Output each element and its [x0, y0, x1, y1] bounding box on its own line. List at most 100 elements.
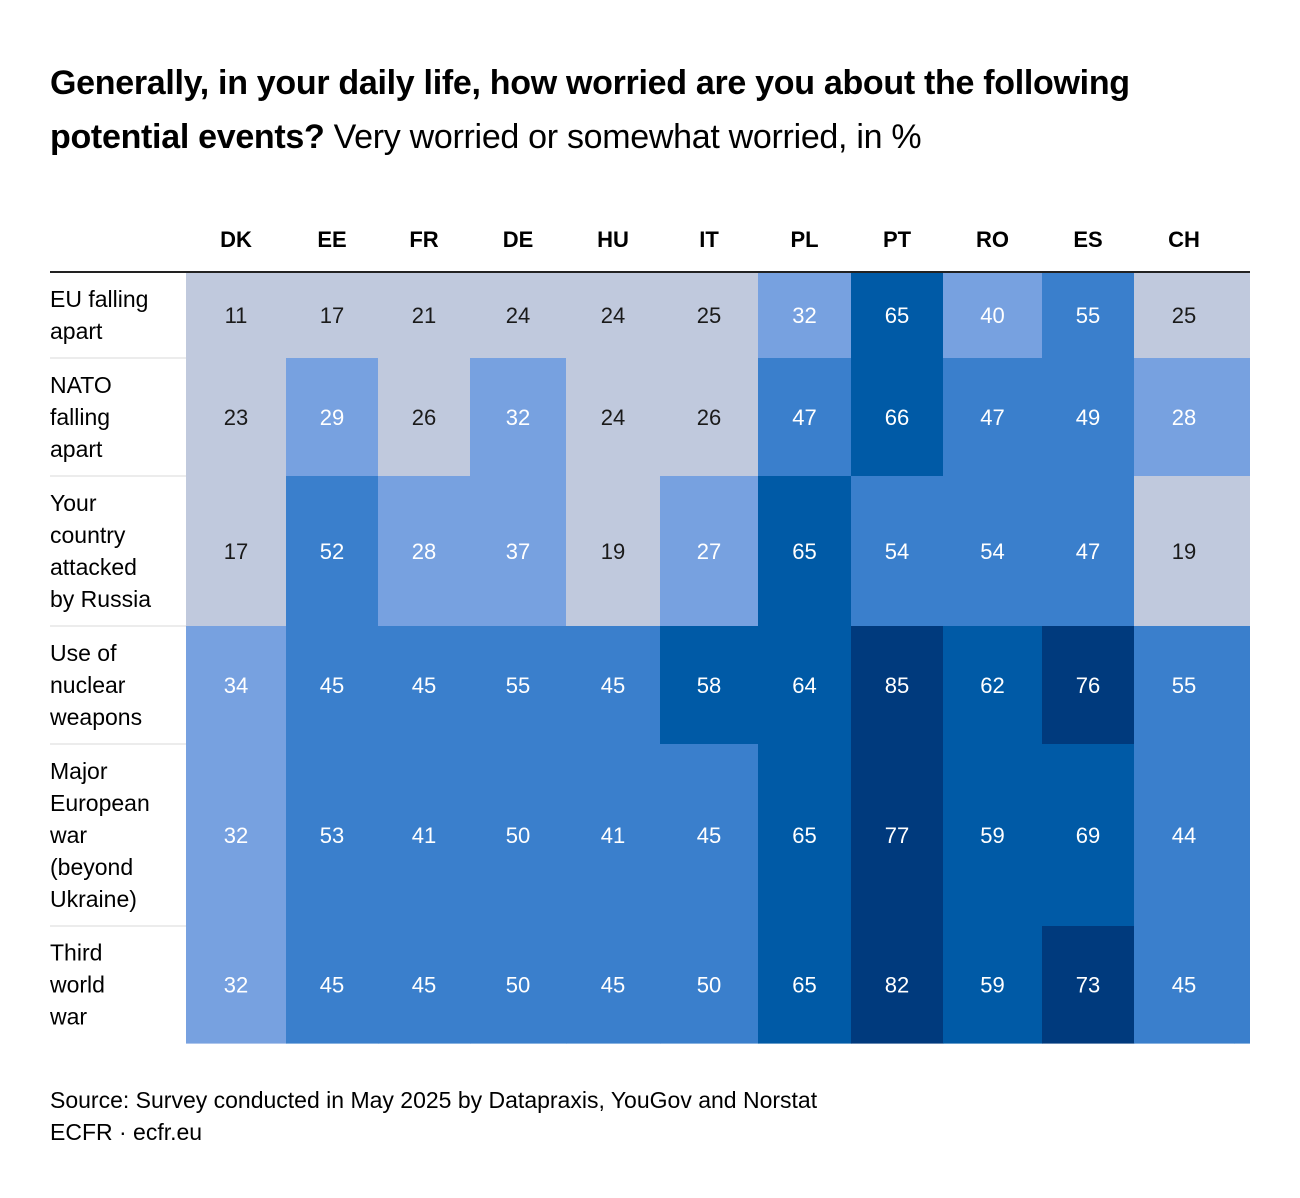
- heatmap-cell: [660, 626, 759, 745]
- row-edge-strip: [1234, 926, 1250, 1044]
- cell-value-label: 17: [320, 303, 344, 328]
- cell-value-label: 55: [1076, 303, 1100, 328]
- cell-value-label: 45: [697, 823, 721, 848]
- heatmap-cell: [851, 272, 944, 359]
- heatmap-cell: [286, 744, 379, 927]
- cell-value-label: 28: [1172, 405, 1196, 430]
- heatmap-cell: [186, 626, 287, 745]
- cell-value-label: 45: [320, 973, 344, 998]
- cell-value-label: 55: [1172, 673, 1196, 698]
- column-header-ro: RO: [976, 227, 1009, 252]
- column-header-fr: FR: [409, 227, 438, 252]
- cell-value-label: 45: [601, 673, 625, 698]
- column-header-de: DE: [503, 227, 534, 252]
- heatmap-cell: [186, 926, 287, 1044]
- heatmap-cell: [186, 272, 287, 359]
- heatmap-cell: [1042, 626, 1135, 745]
- heatmap-cell: [660, 272, 759, 359]
- heatmap-cell: [660, 744, 759, 927]
- cell-value-label: 40: [980, 303, 1004, 328]
- cell-value-label: 64: [792, 673, 816, 698]
- heatmap-cell: [286, 476, 379, 627]
- row-edge-strip: [1234, 358, 1250, 477]
- heatmap-cell: [943, 476, 1043, 627]
- cell-value-label: 26: [412, 405, 436, 430]
- heatmap-cell: [943, 272, 1043, 359]
- cell-value-label: 65: [792, 823, 816, 848]
- heatmap-cell: [286, 626, 379, 745]
- heatmap-cell: [378, 476, 471, 627]
- heatmap-cell: [378, 744, 471, 927]
- cell-value-label: 17: [224, 539, 248, 564]
- cell-value-label: 19: [601, 539, 625, 564]
- heatmap-cell: [1134, 744, 1235, 927]
- heatmap-cell: [186, 358, 287, 477]
- column-header-pt: PT: [883, 227, 912, 252]
- cell-value-label: 73: [1076, 973, 1100, 998]
- column-header-es: ES: [1073, 227, 1102, 252]
- source-note: Source: Survey conducted in May 2025 by …: [50, 1087, 818, 1113]
- column-header-ee: EE: [317, 227, 346, 252]
- heatmap-cell: [1134, 926, 1235, 1044]
- cell-value-label: 76: [1076, 673, 1100, 698]
- chart-footer: Source: Survey conducted in May 2025 by …: [50, 1084, 817, 1148]
- heatmap-cell: [758, 626, 852, 745]
- heatmap-cell: [660, 358, 759, 477]
- cell-value-label: 65: [792, 973, 816, 998]
- heatmap-cell: [470, 272, 567, 359]
- heatmap-cell: [1042, 926, 1135, 1044]
- heatmap-cell: [470, 476, 567, 627]
- heatmap-cell: [566, 358, 661, 477]
- cell-value-label: 21: [412, 303, 436, 328]
- cell-value-label: 27: [697, 539, 721, 564]
- cell-value-label: 85: [885, 673, 909, 698]
- cell-value-label: 41: [601, 823, 625, 848]
- heatmap-cell: [1134, 358, 1235, 477]
- cell-value-label: 34: [224, 673, 248, 698]
- heatmap-cell: [286, 358, 379, 477]
- heatmap-cell: [758, 272, 852, 359]
- cell-value-label: 32: [224, 823, 248, 848]
- heatmap-cell: [758, 476, 852, 627]
- row-label: Your country attacked by Russia: [50, 490, 151, 612]
- cell-value-label: 50: [506, 823, 530, 848]
- heatmap-cell: [566, 626, 661, 745]
- cell-value-label: 53: [320, 823, 344, 848]
- cell-value-label: 45: [1172, 973, 1196, 998]
- cell-value-label: 50: [506, 973, 530, 998]
- cell-value-label: 37: [506, 539, 530, 564]
- heatmap-cell: [943, 358, 1043, 477]
- heatmap-cell: [470, 744, 567, 927]
- cell-value-label: 25: [697, 303, 721, 328]
- heatmap-cell: [566, 476, 661, 627]
- title-main: Generally, in your daily life, how worri…: [50, 64, 1130, 156]
- row-edge-strip: [1234, 272, 1250, 359]
- heatmap-cell: [1042, 272, 1135, 359]
- cell-value-label: 28: [412, 539, 436, 564]
- cell-value-label: 19: [1172, 539, 1196, 564]
- cell-value-label: 77: [885, 823, 909, 848]
- row-edge-strip: [1234, 626, 1250, 745]
- heatmap-cell: [470, 358, 567, 477]
- cell-value-label: 52: [320, 539, 344, 564]
- cell-value-label: 32: [224, 973, 248, 998]
- cell-value-label: 44: [1172, 823, 1196, 848]
- heatmap-cell: [1134, 272, 1235, 359]
- cell-value-label: 66: [885, 405, 909, 430]
- heatmap-cell: [851, 476, 944, 627]
- cell-value-label: 47: [980, 405, 1004, 430]
- cell-value-label: 47: [792, 405, 816, 430]
- cell-value-label: 65: [885, 303, 909, 328]
- row-label: NATO falling apart: [50, 372, 112, 462]
- row-label: Use of nuclear weapons: [49, 640, 142, 730]
- cell-value-label: 32: [506, 405, 530, 430]
- heatmap-cell: [470, 626, 567, 745]
- chart-title: Generally, in your daily life, how worri…: [50, 56, 1260, 164]
- row-label: Major European war (beyond Ukraine): [49, 758, 150, 912]
- title-subtitle: Very worried or somewhat worried, in %: [333, 118, 922, 156]
- cell-value-label: 45: [412, 673, 436, 698]
- heatmap-cell: [943, 744, 1043, 927]
- heatmap-cell: [186, 476, 287, 627]
- column-header-ch: CH: [1168, 227, 1200, 252]
